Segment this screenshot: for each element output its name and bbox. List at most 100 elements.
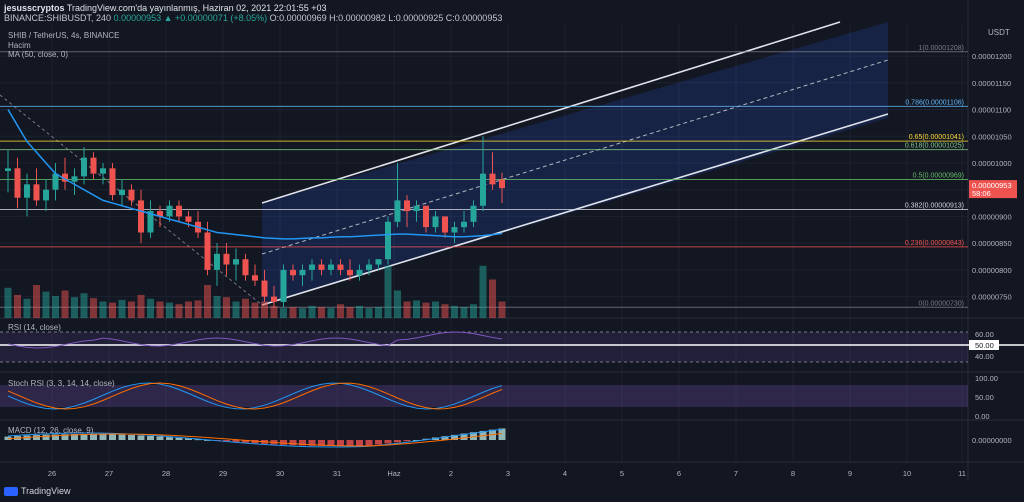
candle-body xyxy=(470,205,477,222)
candle-body xyxy=(62,173,68,182)
candle-body xyxy=(337,264,344,270)
stoch-d-line xyxy=(7,382,503,410)
price-tick-label: 0.00001050 xyxy=(972,132,1012,141)
legend-macd[interactable]: MACD (12, 26, close, 9) xyxy=(8,426,94,435)
macd-histogram-bar xyxy=(223,440,230,442)
candle-body xyxy=(166,205,173,217)
macd-histogram-bar xyxy=(289,440,297,446)
candle-body xyxy=(223,253,230,265)
volume-bar xyxy=(289,307,297,318)
volume-bar xyxy=(346,307,354,318)
candle-body xyxy=(185,216,192,222)
channel-fill xyxy=(262,22,888,305)
fib-level-label: 1(0.00001208) xyxy=(918,45,964,52)
macd-histogram-bar xyxy=(232,440,240,442)
rsi-tick-label: 40.00 xyxy=(975,352,994,361)
last-price-value: 0.00000953 xyxy=(972,181,1012,190)
macd-histogram-bar xyxy=(147,435,154,440)
volume-bar xyxy=(213,296,221,318)
volume-bar xyxy=(23,298,31,318)
macd-histogram-bar xyxy=(365,440,373,446)
time-axis[interactable]: 26 27 28 29 30 31 Haz 2 3 4 5 6 7 8 9 10 11 xyxy=(48,469,966,478)
macd-histogram-bar xyxy=(128,435,135,440)
volume-bar xyxy=(147,298,154,318)
candle-body xyxy=(309,264,315,270)
volume-bar xyxy=(61,290,69,318)
price-tick-label: 0.00000750 xyxy=(972,293,1012,302)
volume-bar xyxy=(128,301,135,318)
fib-level-label: 0.382(0.00000913) xyxy=(905,202,964,209)
volume-bar xyxy=(384,265,392,318)
rsi-line xyxy=(7,331,503,349)
currency-label: USDT xyxy=(988,28,1010,37)
fib-level-label: 0(0.00000730) xyxy=(918,300,964,307)
last-price-badge xyxy=(969,180,1017,199)
time-tick-label: 11 xyxy=(958,469,966,478)
legend-volume[interactable]: Hacim xyxy=(8,41,31,50)
volume-bar xyxy=(470,304,477,318)
macd-histogram-bar xyxy=(308,440,316,446)
rsi-tick-label: 60.00 xyxy=(975,330,994,339)
price-tick-label: 0.00001150 xyxy=(972,79,1011,88)
time-tick-label: 9 xyxy=(848,469,852,478)
grid xyxy=(0,0,1024,480)
tradingview-logo-icon xyxy=(4,486,18,496)
candle-body xyxy=(451,227,458,233)
volume-bar xyxy=(318,307,325,318)
volume-bar xyxy=(299,308,306,318)
stoch-k-line xyxy=(7,382,503,410)
macd-histogram-bar xyxy=(137,435,145,440)
price-axis[interactable]: 0.00001200 0.00001150 0.00001100 0.00001050… xyxy=(969,52,1017,445)
macd-histogram-bar xyxy=(156,436,164,440)
author-name[interactable]: jesusscryptos xyxy=(4,3,65,13)
volume-bar xyxy=(242,298,249,318)
legend-stoch[interactable]: Stoch RSI (3, 3, 14, 14, close) xyxy=(8,379,115,388)
macd-histogram-bar xyxy=(90,434,97,440)
macd-histogram-bar xyxy=(318,440,325,446)
candle-body xyxy=(242,259,249,276)
ma-line xyxy=(7,109,503,240)
macd-histogram-bar xyxy=(204,439,211,441)
volume-bar xyxy=(375,307,382,318)
tradingview-logo[interactable]: TradingView xyxy=(4,486,71,496)
volume-bar xyxy=(403,301,411,318)
rsi-tick-label: 50.00 xyxy=(975,341,994,350)
candle-body xyxy=(176,205,182,217)
time-tick-label: 31 xyxy=(333,469,341,478)
volume-bar xyxy=(356,305,363,318)
macd-histogram-bar xyxy=(451,434,458,440)
volume-bar xyxy=(166,302,173,318)
regression-channel[interactable] xyxy=(0,21,889,306)
candle-body xyxy=(290,269,296,276)
candle-body xyxy=(385,221,391,260)
candle-body xyxy=(43,189,49,201)
legend-ma[interactable]: MA (50, close, 0) xyxy=(8,50,69,59)
trend-line xyxy=(0,94,263,306)
candle-body xyxy=(214,253,220,270)
rsi-50-badge xyxy=(969,340,999,350)
fib-level-label: 0.236(0.00000843) xyxy=(905,240,964,247)
volume-bar xyxy=(185,301,192,318)
time-tick-label: 6 xyxy=(677,469,681,478)
macd-tick-label: 0.00000000 xyxy=(972,436,1012,445)
candle-body xyxy=(261,280,268,297)
volume-bar xyxy=(14,294,21,318)
fib-level-label: 0.65(0.00001041) xyxy=(909,134,964,141)
candle-body xyxy=(14,168,21,198)
macd-histogram-bar xyxy=(337,440,344,446)
volume-bar xyxy=(90,298,97,318)
volume-bar xyxy=(251,302,259,318)
time-tick-label: Haz xyxy=(387,469,401,478)
fibonacci-retracement[interactable]: 1(0.00001208) 0.786(0.00001106) 0.65(0.000… xyxy=(0,45,968,308)
volume-bar xyxy=(451,305,458,318)
candle-body xyxy=(461,221,467,228)
legend-rsi[interactable]: RSI (14, close) xyxy=(8,323,61,332)
candle-body xyxy=(81,157,87,177)
candle-body xyxy=(24,184,30,198)
legend-symbol[interactable]: SHIB / TetherUS, 4s, BINANCE xyxy=(8,31,120,40)
macd-histogram-bar xyxy=(4,436,12,440)
time-tick-label: 27 xyxy=(105,469,113,478)
published-date: TradingView.com'da yayınlanmış, Haziran … xyxy=(66,3,327,13)
volume-bar xyxy=(394,290,401,318)
